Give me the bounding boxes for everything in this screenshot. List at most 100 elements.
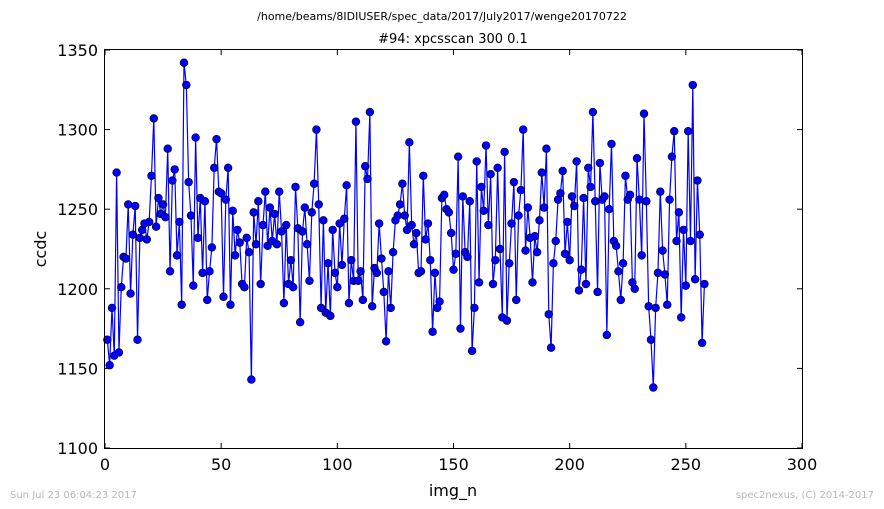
x-axis: 0 50 100 150 200 250 300 [100,50,817,474]
data-point [639,109,649,118]
data-point [421,235,430,244]
data-point [307,208,316,217]
data-point [539,203,549,212]
data-point [256,279,265,289]
data-point [309,179,319,188]
data-point [625,190,635,200]
data-point [386,303,395,313]
data-point [674,208,684,217]
data-point [182,80,191,90]
data-point [282,220,291,230]
data-point [660,270,670,279]
data-point [175,217,184,227]
data-point [505,259,514,268]
data-point [449,265,458,274]
data-point [440,190,449,200]
data-point [672,236,681,246]
data-point [493,163,502,173]
data-point [251,240,261,249]
data-point [416,267,426,276]
data-point [544,310,553,319]
data-point [323,259,333,268]
data-point [604,205,614,214]
data-point [210,163,219,173]
data-point [570,201,579,211]
x-tick-label: 100 [322,455,353,474]
data-point [372,268,382,278]
data-point [314,200,323,209]
data-point [112,168,121,177]
data-point [637,251,646,260]
data-point [516,185,526,195]
data-point [117,283,126,292]
data-point [342,181,351,190]
data-point [135,233,145,243]
data-point [577,265,586,274]
data-point [435,297,444,306]
data-point [354,276,363,286]
data-point [275,187,284,196]
data-point [572,157,581,166]
data-point [142,235,152,244]
data-point [114,348,124,357]
data-point [567,192,577,201]
data-point [565,255,574,265]
data-point [305,276,314,286]
chart-suptitle: /home/beams/8IDIUSER/spec_data/2017/July… [257,10,627,23]
y-tick-label: 1250 [57,200,98,219]
data-point [161,212,170,222]
data-point [186,211,196,220]
data-point [107,303,117,313]
data-point [261,187,270,196]
data-point [649,383,658,392]
data-point [172,251,182,260]
data-point [549,259,558,268]
data-point [272,240,282,249]
data-point [630,284,639,293]
data-point [189,281,198,290]
data-point [558,166,567,176]
series-layer [103,58,709,392]
series-line [106,62,706,388]
data-point [537,168,546,177]
data-point [535,216,544,225]
data-point [105,361,114,370]
y-tick-label: 1200 [57,280,98,299]
data-point [147,171,156,180]
data-point [479,206,488,215]
data-point [463,252,472,262]
data-point [168,176,177,185]
data-point [328,225,337,235]
data-point [584,163,593,173]
data-point [409,240,419,249]
data-point [258,220,268,230]
data-point [298,227,307,236]
data-point [228,206,237,215]
data-point [219,292,228,301]
data-point [426,255,435,265]
data-point [614,267,623,276]
data-point [690,275,700,284]
data-point [265,203,275,212]
data-point [103,335,112,344]
x-tick-label: 0 [100,455,110,474]
data-point [407,220,416,230]
x-axis-label: img_n [429,481,477,501]
data-point [428,327,437,336]
data-point [481,141,491,150]
data-point [300,203,310,212]
data-point [193,233,203,243]
data-point [223,163,233,173]
data-point [377,254,386,263]
data-point [451,249,461,258]
data-point [581,279,591,289]
data-point [302,240,312,249]
data-point [270,209,279,219]
data-point [379,287,388,297]
data-point [405,138,414,147]
data-point [131,201,140,211]
data-point [621,171,630,180]
data-point [419,171,428,180]
data-point [697,338,707,348]
